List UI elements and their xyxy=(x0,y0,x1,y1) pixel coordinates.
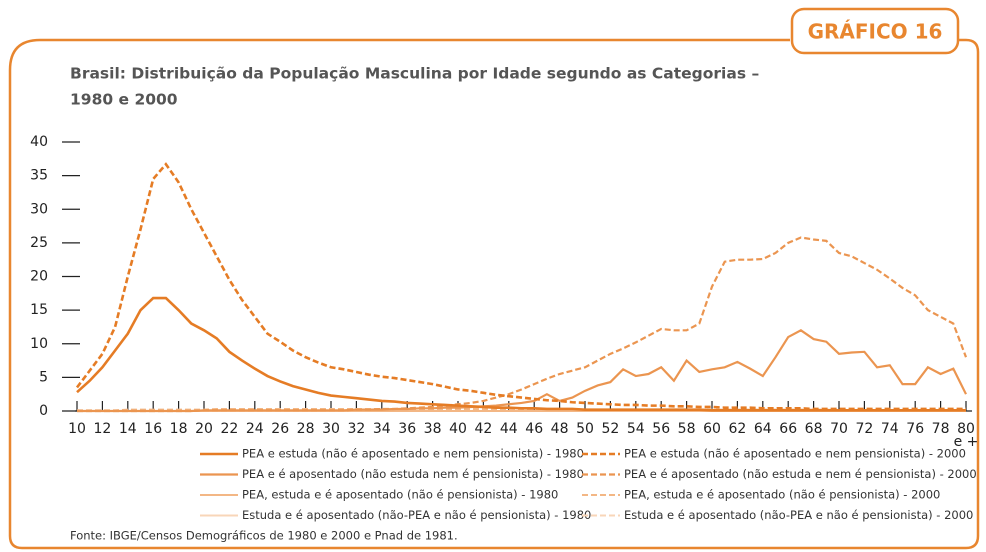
x-tick-label: 62 xyxy=(728,421,746,437)
legend-label: Estuda e é aposentado (não-PEA e não é p… xyxy=(624,508,973,522)
x-tick-label: 20 xyxy=(195,421,213,437)
x-tick-label: 70 xyxy=(830,421,848,437)
y-tick-label: 5 xyxy=(39,369,48,385)
legend-label: PEA, estuda e é aposentado (não é pensio… xyxy=(242,488,558,502)
frame xyxy=(8,38,980,550)
y-tick-label: 30 xyxy=(30,201,48,217)
x-tick-label: 22 xyxy=(220,421,238,437)
x-tick-label: 34 xyxy=(373,421,391,437)
legend-label: PEA, estuda e é aposentado (não é pensio… xyxy=(624,488,940,502)
chart-title: Brasil: Distribuição da População Mascul… xyxy=(70,65,759,83)
x-tick-label: 58 xyxy=(678,421,696,437)
x-tick-label: 52 xyxy=(601,421,619,437)
x-tick-label: 46 xyxy=(525,421,543,437)
x-tick-label: 38 xyxy=(424,421,442,437)
y-tick-label: 15 xyxy=(30,302,48,318)
y-tick-label: 25 xyxy=(30,235,48,251)
x-tick-label: 30 xyxy=(322,421,340,437)
series-line xyxy=(77,329,967,413)
series-line xyxy=(75,162,966,411)
chart-title: 1980 e 2000 xyxy=(70,91,178,109)
x-tick-label: 72 xyxy=(855,421,873,437)
x-tick-label: 24 xyxy=(246,421,264,437)
x-tick-label: 50 xyxy=(576,421,594,437)
x-tick-label: 36 xyxy=(398,421,416,437)
x-tick-label: 16 xyxy=(144,421,162,437)
x-tick-label: 32 xyxy=(347,421,365,437)
source: Fonte: IBGE/Censos Demográficos de 1980 … xyxy=(70,529,458,543)
x-tick-label: 56 xyxy=(652,421,670,437)
y-tick-label: 35 xyxy=(30,168,48,184)
x-tick-suffix: e + xyxy=(954,434,979,450)
x-tick-label: 48 xyxy=(551,421,569,437)
x-tick-label: 44 xyxy=(500,421,518,437)
x-tick-label: 74 xyxy=(881,421,899,437)
series-line xyxy=(76,296,966,412)
x-tick-label: 66 xyxy=(779,421,797,437)
x-tick-label: 54 xyxy=(627,421,645,437)
x-tick-label: 78 xyxy=(932,421,950,437)
x-tick-label: 60 xyxy=(703,421,721,437)
x-tick-label: 76 xyxy=(906,421,924,437)
legend-label: Estuda e é aposentado (não-PEA e não é p… xyxy=(242,508,591,522)
x-tick-label: 68 xyxy=(805,421,823,437)
legend-label: PEA e estuda (não é aposentado e nem pen… xyxy=(624,447,966,461)
legend-label: PEA e é aposentado (não estuda e nem é p… xyxy=(624,467,977,481)
x-tick-label: 10 xyxy=(68,421,86,437)
series-line xyxy=(77,236,968,413)
x-tick-label: 12 xyxy=(93,421,111,437)
x-tick-label: 80 xyxy=(957,421,975,437)
x-tick-label: 28 xyxy=(297,421,315,437)
badge-box xyxy=(790,7,960,55)
x-tick-label: 64 xyxy=(754,421,772,437)
y-tick-label: 0 xyxy=(39,403,48,419)
y-tick-label: 10 xyxy=(30,336,48,352)
x-tick-label: 26 xyxy=(271,421,289,437)
x-tick-label: 18 xyxy=(170,421,188,437)
x-tick-label: 40 xyxy=(449,421,467,437)
x-tick-label: 42 xyxy=(474,421,492,437)
legend-label: PEA e é aposentado (não estuda nem é pen… xyxy=(242,467,584,481)
badge: GRÁFICO 16 xyxy=(808,20,943,44)
x-tick-label: 14 xyxy=(119,421,137,437)
y-tick-label: 20 xyxy=(30,269,48,285)
legend-label: PEA e estuda (não é aposentado e nem pen… xyxy=(242,447,584,461)
y-tick-label: 40 xyxy=(30,134,48,150)
